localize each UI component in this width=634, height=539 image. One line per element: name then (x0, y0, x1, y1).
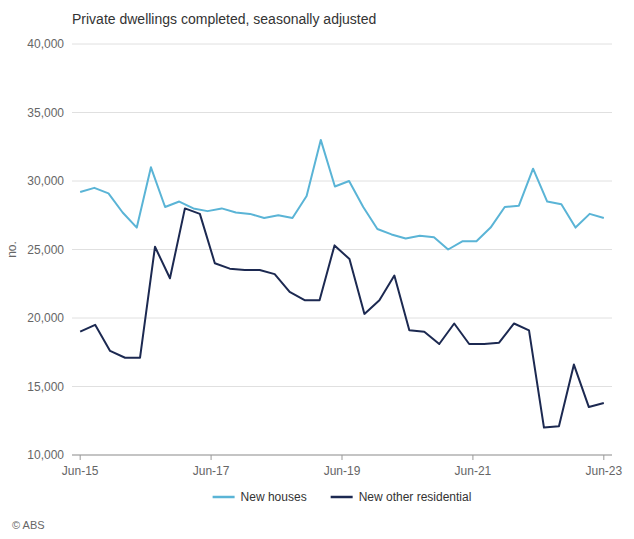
y-tick-label: 20,000 (27, 311, 64, 325)
x-tick-label: Jun-17 (193, 464, 230, 478)
background (0, 0, 634, 539)
legend-swatch (213, 496, 235, 499)
y-tick-label: 10,000 (27, 448, 64, 462)
grid-line (72, 318, 612, 319)
y-tick-label: 30,000 (27, 174, 64, 188)
legend-label: New houses (241, 490, 307, 504)
y-tick-label: 35,000 (27, 106, 64, 120)
grid-line (72, 386, 612, 387)
plot-area (80, 140, 604, 428)
grid-line (72, 181, 612, 182)
legend-label: New other residential (359, 490, 472, 504)
x-tick (211, 455, 212, 460)
x-tick-label: Jun-21 (455, 464, 492, 478)
grid-line (72, 44, 612, 45)
legend-item: New houses (213, 490, 307, 504)
series-line (80, 140, 604, 250)
legend: New houses New other residential (213, 490, 472, 504)
x-tick (342, 455, 343, 460)
grid-line (72, 249, 612, 250)
x-tick-label: Jun-23 (585, 464, 622, 478)
x-tick (80, 455, 81, 460)
grid-line (72, 112, 612, 113)
y-tick-label: 40,000 (27, 37, 64, 51)
x-tick (472, 455, 473, 460)
legend-item: New other residential (331, 490, 472, 504)
source: © ABS (12, 519, 45, 531)
y-tick-label: 15,000 (27, 380, 64, 394)
x-tick-label: Jun-15 (62, 464, 99, 478)
legend-swatch (331, 496, 353, 499)
series-line (80, 208, 604, 427)
x-tick (603, 455, 604, 460)
x-tick-label: Jun-19 (324, 464, 361, 478)
title: Private dwellings completed, seasonally … (72, 11, 376, 27)
grid (72, 44, 612, 455)
y-tick-label: 25,000 (27, 243, 64, 257)
y-axis-label: no. (5, 241, 19, 258)
chart: Private dwellings completed, seasonally … (0, 0, 634, 539)
